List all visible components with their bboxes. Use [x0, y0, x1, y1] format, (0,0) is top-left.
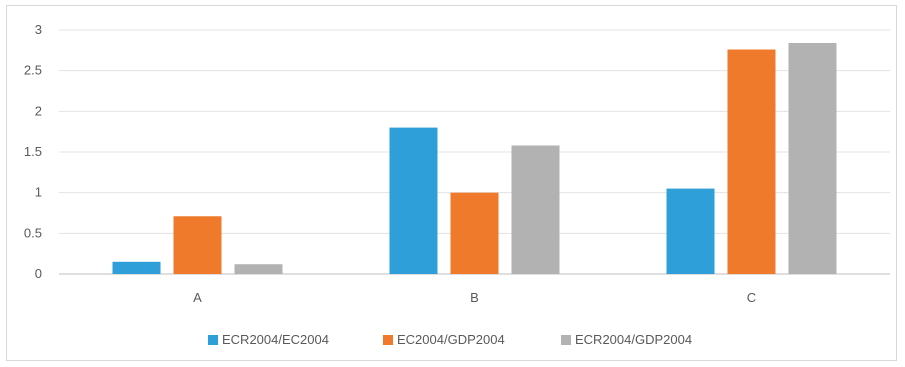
- bar: [788, 43, 837, 274]
- y-tick-label: 2: [35, 103, 42, 118]
- bar: [389, 127, 438, 274]
- legend-label: ECR2004/EC2004: [222, 332, 329, 347]
- bar: [450, 192, 499, 274]
- legend-swatch: [383, 335, 393, 345]
- x-tick-label: A: [193, 290, 202, 305]
- bar: [511, 145, 560, 274]
- bar: [727, 49, 776, 274]
- y-tick-label: 3: [35, 22, 42, 37]
- y-tick-label: 2.5: [24, 63, 42, 78]
- legend-label: ECR2004/GDP2004: [575, 332, 692, 347]
- legend-label: EC2004/GDP2004: [397, 332, 505, 347]
- bar: [112, 261, 161, 274]
- y-tick-label: 0: [35, 266, 42, 281]
- bar: [234, 264, 283, 274]
- y-tick-label: 0.5: [24, 225, 42, 240]
- y-tick-label: 1: [35, 185, 42, 200]
- y-tick-label: 1.5: [24, 144, 42, 159]
- x-tick-label: B: [470, 290, 479, 305]
- legend-swatch: [208, 335, 218, 345]
- bar: [173, 216, 222, 274]
- bar: [666, 188, 715, 274]
- x-tick-label: C: [747, 290, 756, 305]
- legend-swatch: [561, 335, 571, 345]
